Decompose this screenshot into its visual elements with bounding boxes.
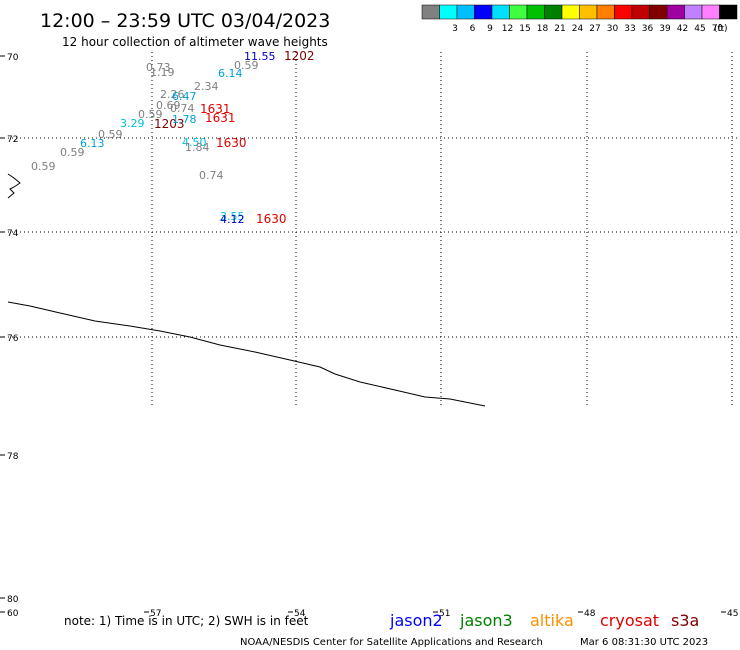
legend-tick-label: 33: [624, 24, 635, 34]
coastline-fragment: [7, 173, 21, 199]
footer-credit: NOAA/NESDIS Center for Satellite Applica…: [240, 637, 543, 648]
lon-label-54: 54: [294, 609, 306, 619]
legend-tick-label: 21: [554, 24, 565, 34]
legend-swatch: [579, 4, 598, 20]
observation-label: 0.69: [156, 99, 181, 112]
observation-label: 0.59: [98, 128, 123, 141]
legend-swatch: [596, 4, 615, 20]
legend-swatch: [491, 4, 510, 20]
legend-swatch: [561, 4, 580, 20]
observation-label: 1202: [284, 49, 315, 63]
observation-label: 6.13: [80, 137, 105, 150]
observation-label: 4.50: [182, 136, 207, 149]
lon-label-51: 51: [439, 609, 450, 619]
coastline: [7, 301, 486, 407]
mission-label: jason3: [459, 611, 513, 630]
legend-tick-label: 18: [537, 24, 549, 34]
legend-swatch: [421, 4, 440, 20]
mission-label: cryosat: [600, 611, 659, 630]
observation-label: 2.34: [194, 80, 219, 93]
observation-label: 6.47: [172, 90, 197, 103]
legend-tick-label: 27: [589, 24, 600, 34]
observation-label: 3.29: [120, 117, 145, 130]
lat-label-78: 78: [7, 452, 19, 462]
lat-label-72: 72: [7, 135, 18, 145]
observation-label: 1631: [205, 111, 236, 125]
observation-label: 6.14: [218, 67, 243, 80]
legend-swatch: [701, 4, 720, 20]
lat-label-80: 80: [7, 595, 19, 605]
legend-tick-label: 30: [607, 24, 619, 34]
legend-swatch: [719, 4, 738, 20]
observation-label: 4.12: [220, 213, 245, 226]
observation-label: 1.84: [185, 141, 210, 154]
observation-label: 0.74: [170, 102, 195, 115]
footer-timestamp: Mar 6 08:31:30 UTC 2023: [580, 637, 708, 648]
legend-tick-label: 9: [487, 24, 493, 34]
graticule: [8, 52, 740, 408]
map-title: 12:00 – 23:59 UTC 03/04/2023: [40, 10, 330, 32]
legend-tick-label: 6: [470, 24, 476, 34]
footer-note: note: 1) Time is in UTC; 2) SWH is in fe…: [64, 614, 309, 628]
observation-label: 11.55: [244, 50, 276, 63]
legend-swatch: [631, 4, 650, 20]
lat-label-76: 76: [7, 334, 19, 344]
legend-tick-label: 3: [452, 24, 458, 34]
observation-label: 0.59: [31, 160, 56, 173]
observation-label: 1203: [154, 117, 185, 131]
mission-legend: jason2 jason3 altika cryosat s3a: [389, 611, 699, 630]
legend-tick-label: 24: [572, 24, 584, 34]
legend-tick-label: 12: [502, 24, 513, 34]
legend-tick-label: 36: [642, 24, 654, 34]
lon-label-57: 57: [150, 609, 161, 619]
observation-label: 0.73: [146, 61, 171, 74]
legend-tick-label: 70: [712, 24, 724, 34]
legend-swatch: [614, 4, 633, 20]
lon-label-48: 48: [584, 609, 596, 619]
observation-label: 1630: [256, 212, 287, 226]
legend-swatch: [684, 4, 703, 20]
observation-label: 0.59: [60, 146, 85, 159]
lat-label-74: 74: [7, 229, 19, 239]
legend-unit: (ft): [714, 24, 728, 34]
legend-swatch: [439, 4, 458, 20]
legend-swatch: [474, 4, 493, 20]
mission-label: jason2: [389, 611, 443, 630]
legend-swatch: [456, 4, 475, 20]
mission-label: s3a: [671, 611, 699, 630]
observation-label: 0.59: [138, 108, 163, 121]
lon-label-45: 45: [727, 609, 738, 619]
legend-swatch: [544, 4, 563, 20]
observation-label: 1631: [200, 102, 231, 116]
legend-swatch: [526, 4, 545, 20]
legend-swatch: [666, 4, 685, 20]
observation-label: 0.59: [234, 59, 259, 72]
observation-label: 3.55: [220, 210, 245, 223]
wave-height-legend: 3 6 9 12 15 18 21 24 27 30 33 36 39 42 45 70: [421, 4, 738, 34]
legend-tick-label: 15: [519, 24, 530, 34]
map-subtitle: 12 hour collection of altimeter wave hei…: [62, 35, 328, 49]
observation-labels: 11.55 12020.731.190.596.142.342.266.470.6…: [31, 49, 315, 226]
legend-swatch: [509, 4, 528, 20]
legend-tick-label: 45: [694, 24, 705, 34]
legend-tick-label: 42: [677, 24, 688, 34]
mission-label: altika: [530, 611, 574, 630]
lon-label-60: 60: [7, 609, 19, 619]
legend-swatch: [649, 4, 668, 20]
observation-label: 1630: [216, 136, 247, 150]
legend-tick-label: 39: [659, 24, 671, 34]
observation-label: 1.19: [150, 66, 175, 79]
observation-label: 2.26: [160, 88, 185, 101]
observation-label: 0.74: [199, 169, 224, 182]
observation-label: 1.78: [172, 113, 197, 126]
lat-label-70: 70: [7, 53, 19, 63]
